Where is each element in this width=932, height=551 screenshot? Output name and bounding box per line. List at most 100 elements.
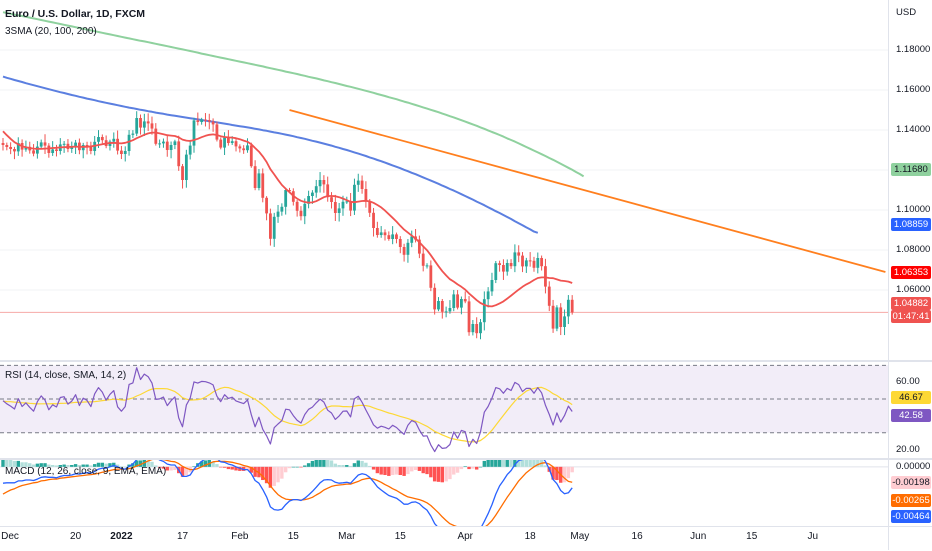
trendline: [289, 109, 886, 273]
macd-histogram-bar: [329, 460, 334, 467]
currency-label: USD: [896, 7, 917, 18]
macd-histogram-bar: [85, 464, 89, 467]
macd-histogram-bar: [341, 465, 345, 467]
macd-histogram-bar: [77, 465, 82, 467]
candle-up: [513, 252, 517, 267]
rsi-tick-label: 20.00: [896, 443, 920, 455]
macd-histogram-bar: [513, 460, 517, 467]
candle-down: [467, 301, 471, 333]
macd-histogram-bar: [310, 460, 315, 467]
candle-down: [165, 141, 169, 150]
macd-histogram-bar: [62, 464, 66, 467]
candle-up: [524, 260, 528, 267]
price-pane[interactable]: Euro / U.S. Dollar, 1D, FXCM 3SMA (20, 1…: [0, 0, 888, 360]
sma200-line: [2, 11, 585, 178]
candle-down: [551, 305, 555, 329]
candle-up: [158, 143, 162, 145]
candle-down: [120, 150, 123, 154]
macd-pane[interactable]: MACD (12, 26, close, 9, EMA, EMA): [0, 460, 888, 526]
time-tick-label: May: [570, 531, 590, 542]
time-tick-label: Apr: [457, 531, 473, 542]
rsi-line: [2, 367, 573, 453]
candle-down: [547, 286, 551, 306]
candle-down: [85, 145, 89, 147]
candle-down: [528, 260, 532, 262]
macd-histogram-bar: [356, 460, 360, 467]
candle-down: [475, 324, 479, 334]
macd-histogram-bar: [455, 466, 460, 473]
macd-histogram-bar: [436, 466, 441, 482]
candle-down: [261, 173, 265, 198]
rsi-pane[interactable]: RSI (14, close, SMA, 14, 2): [0, 362, 888, 458]
candle-down: [219, 139, 223, 148]
candle-up: [127, 134, 131, 151]
candle-down: [456, 294, 459, 308]
macd-histogram-bar: [261, 466, 265, 481]
candle-up: [62, 143, 66, 145]
candle-up: [505, 263, 509, 272]
time-tick-label: Jun: [690, 531, 707, 542]
candle-down: [116, 138, 119, 151]
macd-histogram-bar: [390, 466, 395, 476]
candle-up: [39, 142, 43, 147]
macd-histogram-bar: [394, 466, 399, 475]
candle-up: [452, 294, 456, 308]
candle-up: [188, 145, 192, 155]
macd-chart[interactable]: [0, 460, 888, 526]
price-tick-label: 1.08000: [896, 244, 931, 255]
candle-up: [24, 146, 28, 150]
macd-histogram-bar: [497, 460, 502, 467]
macd-histogram-bar: [314, 460, 318, 467]
time-tick-label: 15: [287, 531, 299, 542]
macd-histogram-bar: [104, 463, 108, 467]
macd-histogram-bar: [16, 460, 20, 467]
candle-down: [544, 266, 547, 287]
candle-down: [433, 287, 437, 310]
candle-down: [9, 147, 13, 149]
candle-up: [16, 143, 20, 152]
candle-down: [211, 121, 215, 125]
macd-histogram-bar: [490, 460, 494, 467]
macd-histogram-bar: [509, 460, 513, 467]
macd-histogram-bar: [364, 462, 368, 467]
macd-histogram-bar: [184, 466, 189, 476]
candle-up: [479, 322, 482, 334]
macd-histogram-bar: [268, 466, 273, 488]
candle-up: [280, 206, 284, 212]
macd-histogram-bar: [161, 466, 166, 469]
candle-down: [55, 149, 58, 151]
price-chart[interactable]: [0, 0, 888, 360]
macd-histogram-bar: [517, 460, 521, 467]
candle-up: [437, 301, 440, 310]
macd-line-value-tag: -0.00464: [891, 510, 931, 523]
candle-up: [356, 180, 360, 185]
rsi-chart[interactable]: [0, 362, 888, 458]
macd-histogram-bar: [73, 464, 78, 467]
time-axis[interactable]: [0, 526, 932, 551]
macd-histogram-bar: [387, 466, 391, 476]
macd-histogram-bar: [5, 460, 9, 467]
macd-histogram-bar: [138, 460, 143, 467]
macd-histogram-bar: [8, 460, 13, 467]
time-tick-label: Feb: [231, 531, 249, 542]
candle-up: [74, 142, 77, 147]
macd-histogram-bar: [169, 466, 173, 471]
price-scale[interactable]: [888, 0, 932, 550]
candle-down: [398, 239, 402, 247]
macd-histogram-bar: [444, 466, 448, 482]
macd-tick-label: 0.00000: [896, 460, 931, 472]
price-tick-label: 1.14000: [896, 124, 931, 135]
macd-histogram-bar: [326, 460, 330, 467]
candle-down: [387, 235, 391, 239]
pane-separator-1[interactable]: [0, 360, 932, 362]
pane-separator-2[interactable]: [0, 458, 932, 460]
macd-histogram-bar: [173, 466, 177, 471]
time-tick-label: Ju: [807, 531, 819, 542]
candle-down: [43, 142, 47, 146]
candle-up: [460, 299, 463, 308]
time-tick-label: 15: [394, 531, 406, 542]
macd-histogram-bar: [452, 466, 456, 475]
candle-up: [35, 146, 39, 154]
macd-histogram-bar: [429, 466, 433, 478]
candle-up: [555, 307, 559, 329]
